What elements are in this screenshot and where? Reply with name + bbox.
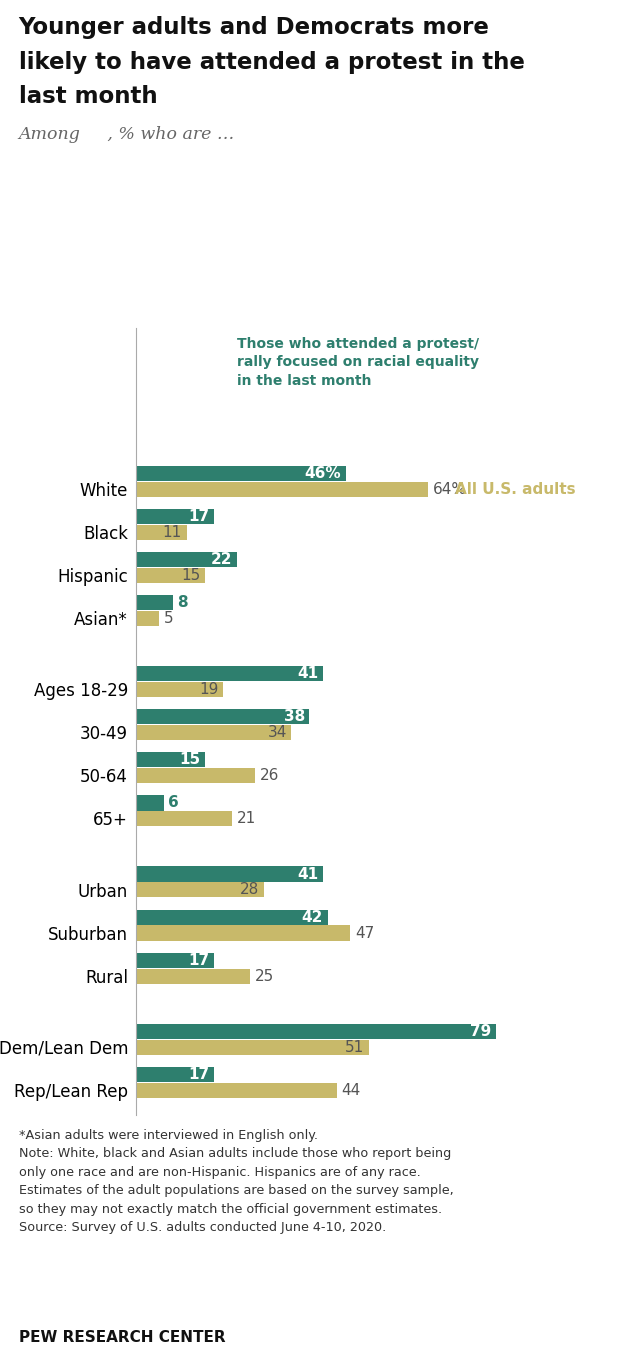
Bar (136, 926, 350, 941)
Text: 15: 15 (179, 752, 200, 767)
Bar (136, 568, 205, 583)
Bar (136, 725, 291, 740)
Bar (136, 969, 250, 984)
Text: 26: 26 (259, 769, 279, 784)
Text: *Asian adults were interviewed in English only.
Note: White, black and Asian adu: *Asian adults were interviewed in Englis… (19, 1129, 453, 1234)
Bar (136, 795, 164, 810)
Bar (136, 910, 328, 925)
Text: 21: 21 (237, 811, 256, 826)
Bar (136, 1023, 496, 1038)
Text: 41: 41 (298, 866, 319, 881)
Bar (136, 553, 237, 568)
Text: 28: 28 (240, 882, 259, 897)
Text: 8: 8 (177, 595, 188, 610)
Text: 5: 5 (164, 611, 174, 627)
Text: 19: 19 (199, 683, 218, 698)
Text: 6: 6 (168, 796, 179, 810)
Bar (136, 1082, 337, 1097)
Bar (136, 466, 346, 482)
Bar (136, 595, 173, 610)
Text: Those who attended a protest/
rally focused on racial equality
in the last month: Those who attended a protest/ rally focu… (237, 337, 479, 387)
Bar (136, 525, 187, 540)
Text: 38: 38 (284, 710, 305, 725)
Bar (136, 952, 214, 967)
Text: PEW RESEARCH CENTER: PEW RESEARCH CENTER (19, 1330, 225, 1345)
Bar (136, 769, 255, 784)
Text: 47: 47 (355, 926, 374, 941)
Text: Among     , % who are …: Among , % who are … (19, 126, 235, 142)
Text: 17: 17 (188, 952, 210, 967)
Bar (136, 482, 428, 497)
Text: 44: 44 (342, 1082, 361, 1097)
Bar (136, 666, 323, 681)
Text: 17: 17 (188, 1067, 210, 1082)
Text: 79: 79 (471, 1023, 492, 1038)
Text: 15: 15 (181, 568, 200, 583)
Bar (136, 752, 205, 767)
Bar (136, 683, 223, 698)
Text: 42: 42 (302, 910, 323, 925)
Text: 46%: 46% (305, 466, 342, 482)
Text: 34: 34 (267, 725, 286, 740)
Bar (136, 882, 264, 897)
Text: 25: 25 (255, 969, 274, 984)
Bar (136, 866, 323, 881)
Bar (136, 611, 159, 627)
Text: last month: last month (19, 85, 157, 108)
Text: 41: 41 (298, 666, 319, 681)
Bar (136, 509, 214, 524)
Text: 11: 11 (162, 525, 182, 540)
Text: 64%: 64% (433, 482, 466, 497)
Text: 51: 51 (345, 1040, 364, 1055)
Bar (136, 710, 309, 725)
Bar (136, 811, 232, 826)
Text: All U.S. adults: All U.S. adults (455, 482, 576, 497)
Text: 22: 22 (211, 553, 232, 568)
Bar (136, 1067, 214, 1082)
Text: likely to have attended a protest in the: likely to have attended a protest in the (19, 51, 525, 74)
Text: Younger adults and Democrats more: Younger adults and Democrats more (19, 16, 489, 40)
Text: 17: 17 (188, 509, 210, 524)
Bar (136, 1040, 369, 1055)
